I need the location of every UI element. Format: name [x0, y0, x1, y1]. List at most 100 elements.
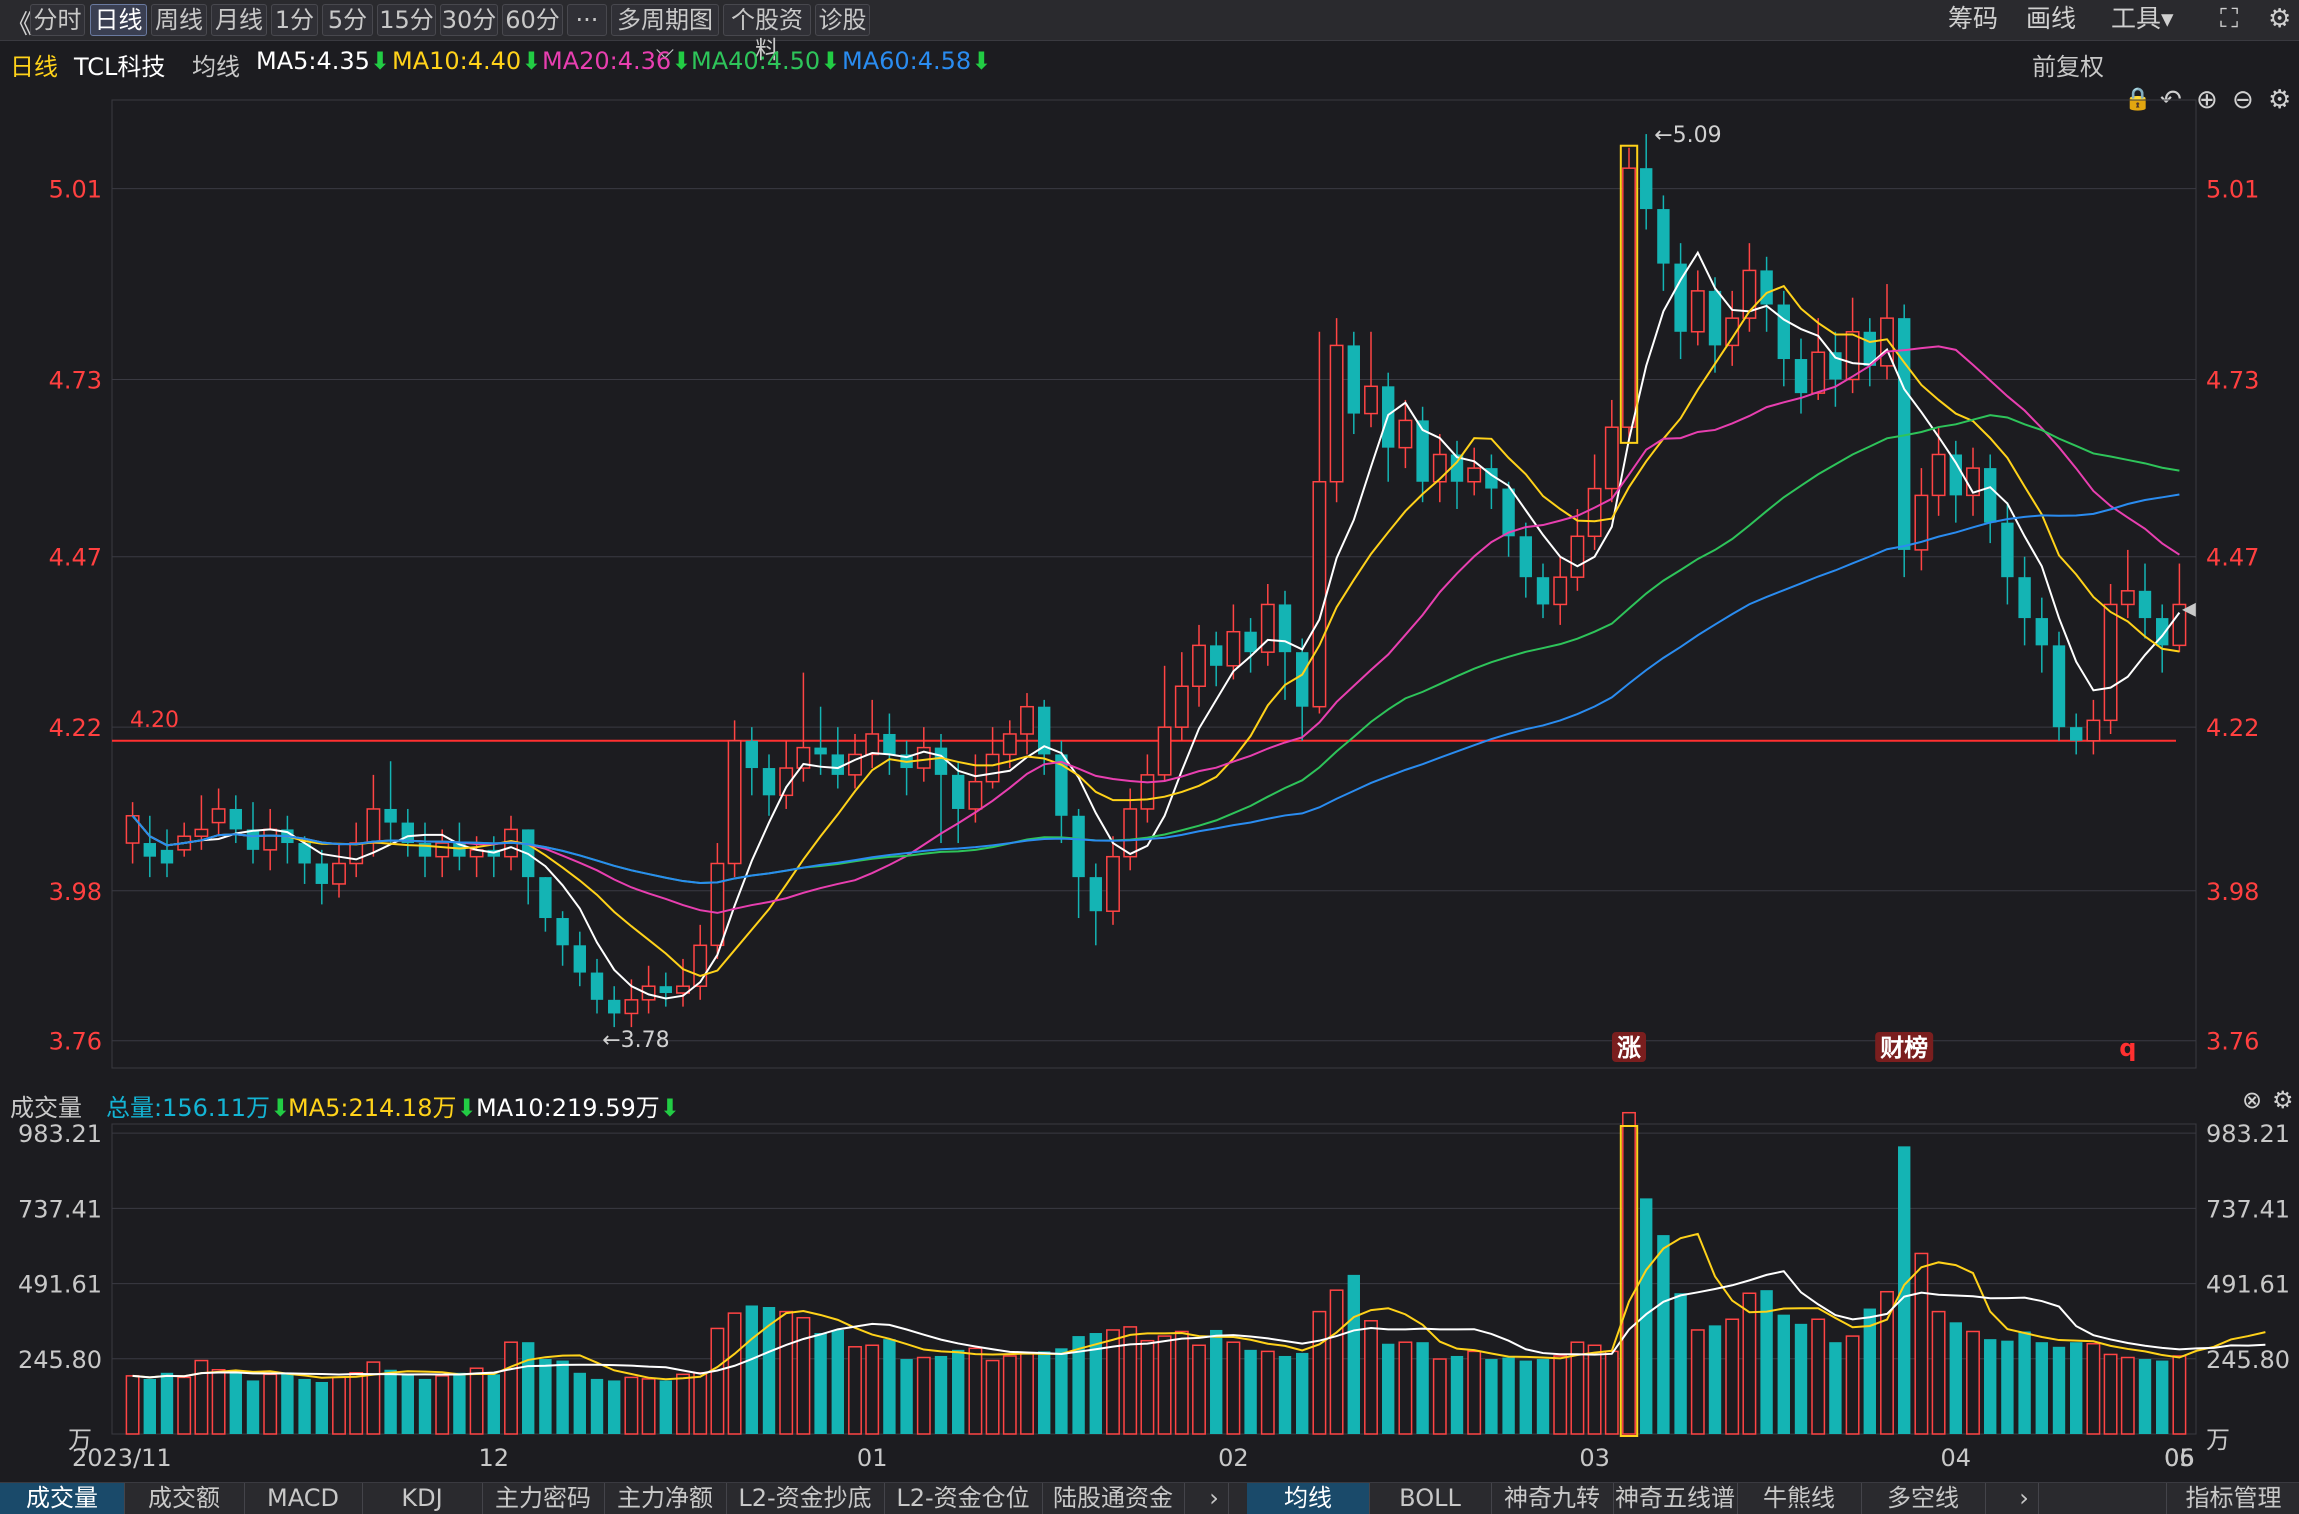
close-icon[interactable]: ⊗ [2242, 1086, 2263, 1114]
period-tab-5[interactable]: 5分 [322, 4, 373, 36]
candle-body [1502, 488, 1515, 537]
volume-bar [1570, 1341, 1585, 1435]
indicator-tab-7[interactable]: L2-资金仓位 [884, 1483, 1043, 1514]
indicator-tab-6[interactable]: L2-资金抄底 [726, 1483, 885, 1514]
volume-bar [263, 1373, 278, 1435]
volume-bar [1622, 1111, 1636, 1435]
event-label: 涨 [1617, 1034, 1641, 1062]
high-price-mark: ←5.09 [1654, 123, 1721, 148]
indicator-tab-1[interactable]: 成交额 [124, 1483, 245, 1514]
volume-bar [1984, 1339, 1997, 1434]
volume-axis: 983.21 983.21 737.41 737.41 491.61 491.61 245.… [18, 1120, 2290, 1454]
volume-bar [796, 1316, 811, 1435]
event-badge [1875, 1032, 1934, 1062]
indicator-tab-2[interactable]: MACD [244, 1483, 363, 1514]
volume-bar [539, 1359, 552, 1434]
volume-bar [934, 1355, 948, 1434]
candle-body [556, 918, 569, 946]
period-tab-6[interactable]: 15分 [377, 4, 436, 36]
volume-ma10: MA10:219.59万⬇ [476, 1094, 680, 1122]
period-tab-3[interactable]: 月线 [211, 4, 267, 36]
fullscreen-icon[interactable]: ⛶ [2220, 4, 2239, 34]
zoom-in-icon[interactable]: ⊕ [2196, 85, 2218, 115]
indicator-tabs: 成交量 成交额 MACD KDJ 主力密码 主力净额 L2-资金抄底 L2-资金仓位 陆股通资金… [0, 1482, 2299, 1514]
indicator-tab-3[interactable]: KDJ [362, 1483, 483, 1514]
diagnose-button[interactable]: 诊股 [815, 4, 870, 36]
down-arrow-icon: ⬇ [971, 47, 992, 75]
candle-body [727, 740, 742, 865]
ma-value-0: MA5:4.35⬇ [256, 47, 391, 75]
price-tick-left: 4.22 [49, 714, 102, 742]
volume-bar [315, 1381, 328, 1434]
overlay-tab-4[interactable]: 牛熊线 [1737, 1483, 1862, 1514]
zoom-out-icon[interactable]: ⊖ [2232, 85, 2254, 115]
volume-bar [1657, 1235, 1670, 1434]
settings-icon-volume[interactable]: ⚙ [2272, 1086, 2294, 1114]
candle-body [2138, 590, 2152, 619]
chips-button[interactable]: 筹码 [1948, 4, 1999, 33]
candle-body [1742, 269, 1757, 319]
indicator-tab-8[interactable]: 陆股通资金 [1042, 1483, 1185, 1514]
indicator-tab-5[interactable]: 主力净额 [604, 1483, 727, 1514]
candle-body [2172, 603, 2187, 647]
candle-body [1519, 536, 1532, 578]
period-tab-4[interactable]: 1分 [271, 4, 318, 36]
indicator-tab-4[interactable]: 主力密码 [482, 1483, 605, 1514]
candle-body [710, 862, 725, 947]
volume-bar [401, 1374, 414, 1434]
volume-bar [624, 1376, 639, 1435]
indicator-manage-button[interactable]: 指标管理 [2166, 1483, 2299, 1514]
period-tab-8[interactable]: 60分 [502, 4, 563, 36]
period-tab-1[interactable]: 日线 [90, 4, 147, 36]
volume-bar [883, 1339, 896, 1434]
candle-body [1949, 454, 1962, 496]
indicator-tab-0[interactable]: 成交量 [0, 1483, 125, 1514]
period-tab-2[interactable]: 周线 [151, 4, 207, 36]
volume-bar [1382, 1343, 1395, 1434]
candle-body [1055, 754, 1068, 816]
overlay-tab-5[interactable]: 多空线 [1861, 1483, 1986, 1514]
volume-bar [1587, 1344, 1602, 1435]
back-icon[interactable]: 《 [6, 10, 33, 40]
adjust-dropdown[interactable]: 前复权 [2032, 53, 2104, 81]
tabs-left-next-icon[interactable]: › [1200, 1483, 1229, 1514]
stock-info-button[interactable]: 个股资料 [723, 4, 811, 64]
candle-body [2120, 590, 2135, 606]
volume-bar [1123, 1326, 1138, 1435]
candle-body [229, 808, 242, 830]
volume-tick-left: 245.80 [18, 1346, 102, 1374]
candle-body [1226, 630, 1241, 667]
tools-button[interactable]: 工具▾ [2111, 4, 2174, 33]
ma-label[interactable]: 均线 [192, 53, 240, 81]
date-tick: 02 [1218, 1444, 1249, 1472]
overlay-tab-2[interactable]: 神奇九转 [1491, 1483, 1614, 1514]
period-label: 日线 [10, 53, 58, 81]
tabs-right-next-icon[interactable]: › [2010, 1483, 2039, 1514]
overlay-tab-3[interactable]: 神奇五线谱 [1613, 1483, 1738, 1514]
more-button[interactable]: ··· [567, 4, 607, 36]
ma60-line [131, 493, 2180, 884]
period-tab-7[interactable]: 30分 [440, 4, 498, 36]
multi-period-dropdown[interactable]: 多周期图 ⌵ [611, 4, 719, 64]
price-tick-left: 4.73 [49, 366, 102, 394]
overlay-tab-1[interactable]: BOLL [1369, 1483, 1492, 1514]
settings-icon[interactable]: ⚙ [2268, 4, 2292, 34]
candle-body [366, 808, 381, 844]
draw-button[interactable]: 画线 [2026, 4, 2077, 33]
volume-bar [556, 1360, 569, 1434]
overlay-tab-0[interactable]: 均线 [1247, 1483, 1370, 1514]
candle-body [641, 985, 656, 1001]
candle-body [453, 843, 466, 857]
chart-grid [111, 99, 2197, 1435]
candle-body [1312, 480, 1327, 708]
candle-body [349, 842, 364, 865]
settings-icon-chart[interactable]: ⚙ [2268, 85, 2292, 115]
down-arrow-icon: ⬇ [369, 47, 391, 75]
volume-bar [1192, 1344, 1206, 1435]
period-tab-0[interactable]: 分时 [30, 4, 85, 36]
volume-bar [2070, 1342, 2083, 1434]
candle-body [263, 828, 278, 851]
event-label: q [2119, 1034, 2136, 1062]
volume-bar [2120, 1356, 2135, 1435]
